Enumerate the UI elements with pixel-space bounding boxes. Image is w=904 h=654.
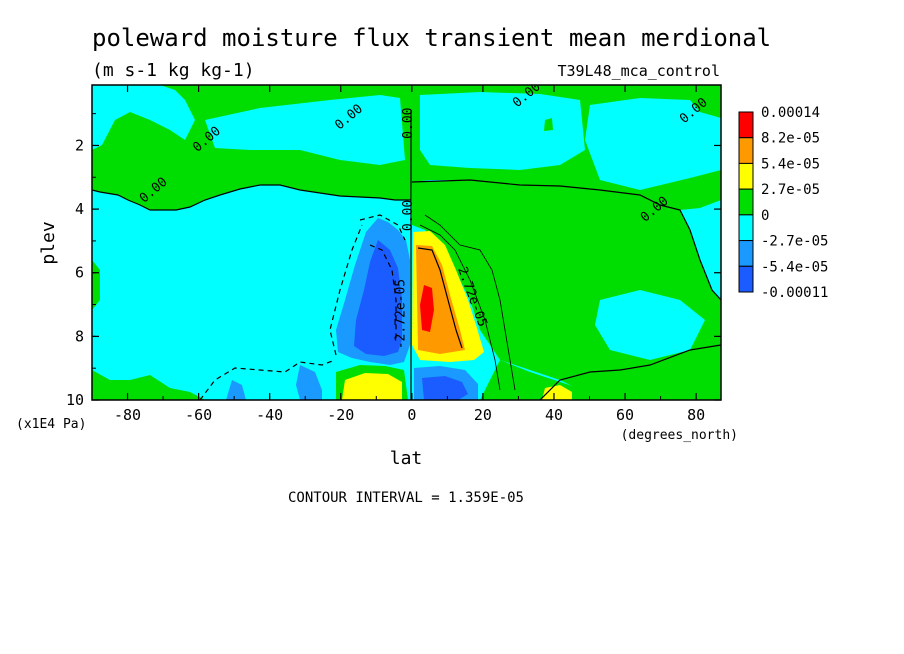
colorbar-swatch <box>738 137 754 164</box>
colorbar-swatch <box>738 240 754 267</box>
positive-contour-thin-2 <box>419 224 501 391</box>
colorbar-swatch <box>738 265 754 293</box>
surface-contour-left <box>199 359 336 400</box>
x-tick-label: 60 <box>616 406 634 424</box>
colorbar-swatch <box>738 214 754 242</box>
x-tick-label: -40 <box>256 406 283 424</box>
y-axis-units: (x1E4 Pa) <box>16 417 86 432</box>
colorbar-label: 8.2e-05 <box>761 131 820 147</box>
dataset-label: T39L48_mca_control <box>557 62 720 80</box>
colorbar-label: 2.7e-05 <box>761 182 820 198</box>
colorbar-legend: 0.00014 8.2e-05 5.4e-05 2.7e-05 0 -2.7e-05 -5.… <box>738 105 828 301</box>
y-tick-label: 4 <box>75 200 84 218</box>
x-axis-label: lat <box>390 448 423 469</box>
x-tick-label: 0 <box>407 406 416 424</box>
positive-contour-inner <box>417 247 463 349</box>
surface-contour-right <box>539 344 721 400</box>
chart-units: (m s-1 kg kg-1) <box>92 60 255 81</box>
contour-label: 0.00 <box>401 108 416 139</box>
x-tick-label: 20 <box>474 406 492 424</box>
x-axis-units: (degrees_north) <box>621 428 738 443</box>
zero-contour-upper <box>92 184 411 211</box>
colorbar-label: 5.4e-05 <box>761 156 820 172</box>
chart-title: poleward moisture flux transient mean me… <box>92 24 771 52</box>
x-tick-label: 40 <box>545 406 563 424</box>
y-tick-label: 2 <box>75 136 84 154</box>
x-axis: -80 -60 -40 -20 0 20 40 60 80 <box>91 85 705 424</box>
speck-positive-left <box>544 118 553 131</box>
colorbar-swatch <box>738 111 754 139</box>
speck-positive-40n <box>542 385 572 400</box>
south-surface-negative-small <box>226 380 246 400</box>
colorbar-label: 0.00014 <box>761 105 820 121</box>
south-surface-negative <box>296 365 322 400</box>
south-surface-positive-core <box>342 373 402 400</box>
x-tick-label: -60 <box>185 406 212 424</box>
y-tick-label: 8 <box>75 327 84 345</box>
contour-label: -2.72e-05 <box>394 279 409 349</box>
colorbar-swatch <box>738 162 754 190</box>
upper-left-cyan-notch <box>92 85 195 150</box>
plot-area: 0.000.000.000.000.000.000.000.002.72e-05… <box>92 85 721 400</box>
zero-contour-upper-right <box>411 179 721 301</box>
y-tick-label: 6 <box>75 264 84 282</box>
colorbar-swatch <box>738 188 754 216</box>
y-axis: 2 4 6 8 10 <box>66 113 721 409</box>
negative-contour-dashed <box>329 214 406 356</box>
contour-label: 0.00 <box>401 200 416 231</box>
north-surface-negative-core <box>422 376 468 400</box>
contour-lines <box>92 110 721 400</box>
colorbar-label: -5.4e-05 <box>761 259 828 275</box>
tropical-negative-core <box>354 240 402 356</box>
plot-frame <box>91 84 722 401</box>
tropical-positive-core <box>420 285 434 332</box>
x-tick-label: -20 <box>327 406 354 424</box>
x-tick-label: 80 <box>687 406 705 424</box>
colorbar-label: -0.00011 <box>761 285 828 301</box>
left-surface-positive <box>92 370 205 400</box>
y-axis-label: plev <box>38 221 59 264</box>
contour-interval-label: CONTOUR INTERVAL = 1.359E-05 <box>288 490 524 506</box>
colorbar-label: -2.7e-05 <box>761 234 828 250</box>
colorbar-label: 0 <box>761 208 769 224</box>
positive-contour-thin-1 <box>424 214 516 391</box>
y-tick-label: 10 <box>66 391 84 409</box>
right-surface-cyan-pocket <box>595 290 705 360</box>
cyan-tongue-mid <box>205 95 405 165</box>
right-surface-green <box>480 360 721 400</box>
x-tick-label: -80 <box>114 406 141 424</box>
cyan-tongue-right <box>420 92 585 170</box>
